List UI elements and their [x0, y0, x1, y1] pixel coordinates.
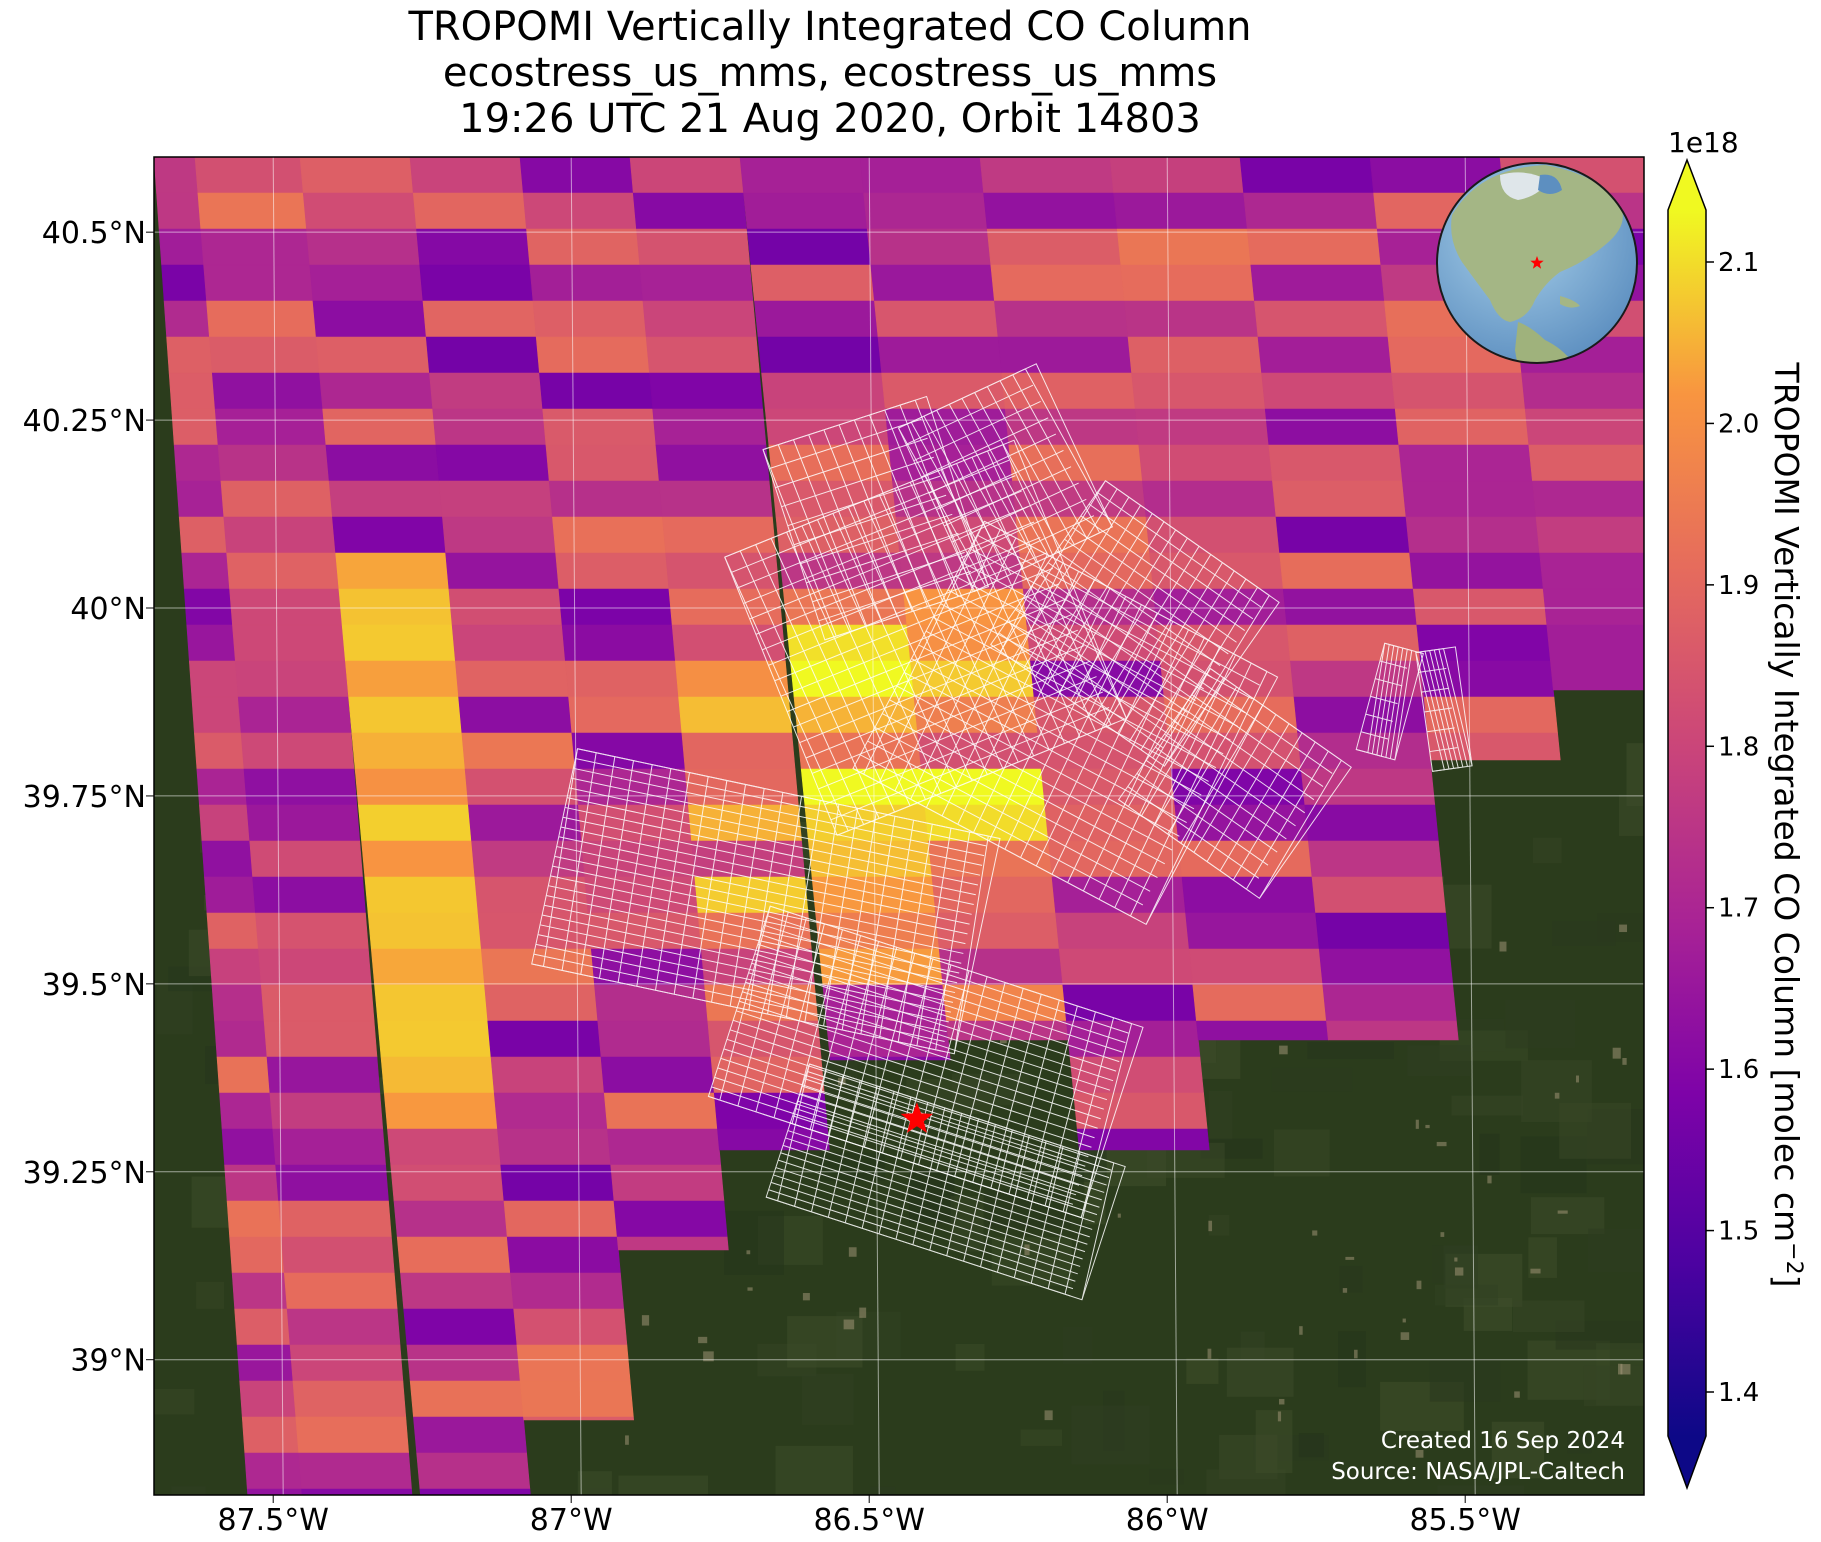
title-line-3: 19:26 UTC 21 Aug 2020, Orbit 14803 [459, 96, 1201, 142]
lon-tick-label: 86°W [1126, 1503, 1209, 1538]
title-line-2: ecostress_us_mms, ecostress_us_mms [442, 50, 1218, 96]
inset-globe [1436, 162, 1638, 364]
colorbar-label: TROPOMI Vertically Integrated CO Column … [1767, 362, 1806, 1288]
lon-tick-label: 87.5°W [217, 1503, 328, 1538]
lon-tick-label: 85.5°W [1409, 1503, 1520, 1538]
lat-tick-label: 40°N [70, 592, 146, 627]
lat-tick-label: 39°N [70, 1344, 146, 1379]
map-panel: Created 16 Sep 2024 Source: NASA/JPL-Cal… [154, 157, 1644, 1495]
lon-gridline [1464, 157, 1476, 1495]
lon-gridline [1166, 157, 1178, 1495]
created-date: Created 16 Sep 2024 [1381, 1428, 1625, 1454]
colorbar-ticks: 1.4 1.5 1.6 1.7 1.8 1.9 2.0 2.1 [1706, 248, 1759, 1408]
longitude-axis: 87.5°W 87°W 86.5°W 86°W 85.5°W [217, 1495, 1521, 1538]
lon-gridline [868, 157, 880, 1495]
lat-tick-label: 39.25°N [23, 1156, 146, 1191]
colorbar-tick-label: 2.0 [1718, 409, 1759, 439]
colorbar-tick-label: 1.6 [1718, 1055, 1759, 1085]
colorbar-tick-label: 1.5 [1718, 1217, 1759, 1247]
colorbar-extend-min [1668, 1436, 1706, 1488]
lon-tick-label: 86.5°W [813, 1503, 924, 1538]
colorbar-tick-label: 1.8 [1718, 732, 1759, 762]
colorbar-gradient [1668, 210, 1706, 1436]
lon-gridline [272, 157, 284, 1495]
lat-tick-label: 40.25°N [23, 404, 146, 439]
lon-tick-label: 87°W [530, 1503, 613, 1538]
colorbar-exponent: 1e18 [1668, 126, 1739, 159]
lat-tick-label: 40.5°N [42, 216, 146, 251]
globe-site-marker [1530, 256, 1544, 269]
credit-text: Created 16 Sep 2024 Source: NASA/JPL-Cal… [1331, 1428, 1625, 1485]
map-frame [153, 156, 1645, 1496]
colorbar-tick-label: 2.1 [1718, 248, 1759, 278]
ecostress-footprints [531, 363, 1473, 1301]
latitude-axis: 39°N 39.25°N 39.5°N 39.75°N 40°N 40.25°N 40.5°… [23, 216, 154, 1379]
site-star-icon [900, 1102, 933, 1133]
colorbar-tick-label: 1.9 [1718, 571, 1759, 601]
source-credit: Source: NASA/JPL-Caltech [1331, 1459, 1625, 1485]
colorbar-extend-max [1668, 160, 1706, 210]
lat-tick-label: 39.5°N [42, 968, 146, 1003]
colorbar-frame [1667, 157, 1707, 1491]
map-gridlines [154, 157, 1644, 1495]
colorbar-tick-label: 1.7 [1718, 894, 1759, 924]
colorbar: 1.4 1.5 1.6 1.7 1.8 1.9 2.0 2.1 1e18 TROPOMI Ve… [1667, 126, 1806, 1491]
lon-gridline [570, 157, 582, 1495]
site-marker [900, 1102, 933, 1133]
chart-title: TROPOMI Vertically Integrated CO Column … [0, 4, 1660, 142]
title-line-1: TROPOMI Vertically Integrated CO Column [408, 4, 1252, 50]
lat-tick-label: 39.75°N [23, 780, 146, 815]
colorbar-tick-label: 1.4 [1718, 1378, 1759, 1408]
